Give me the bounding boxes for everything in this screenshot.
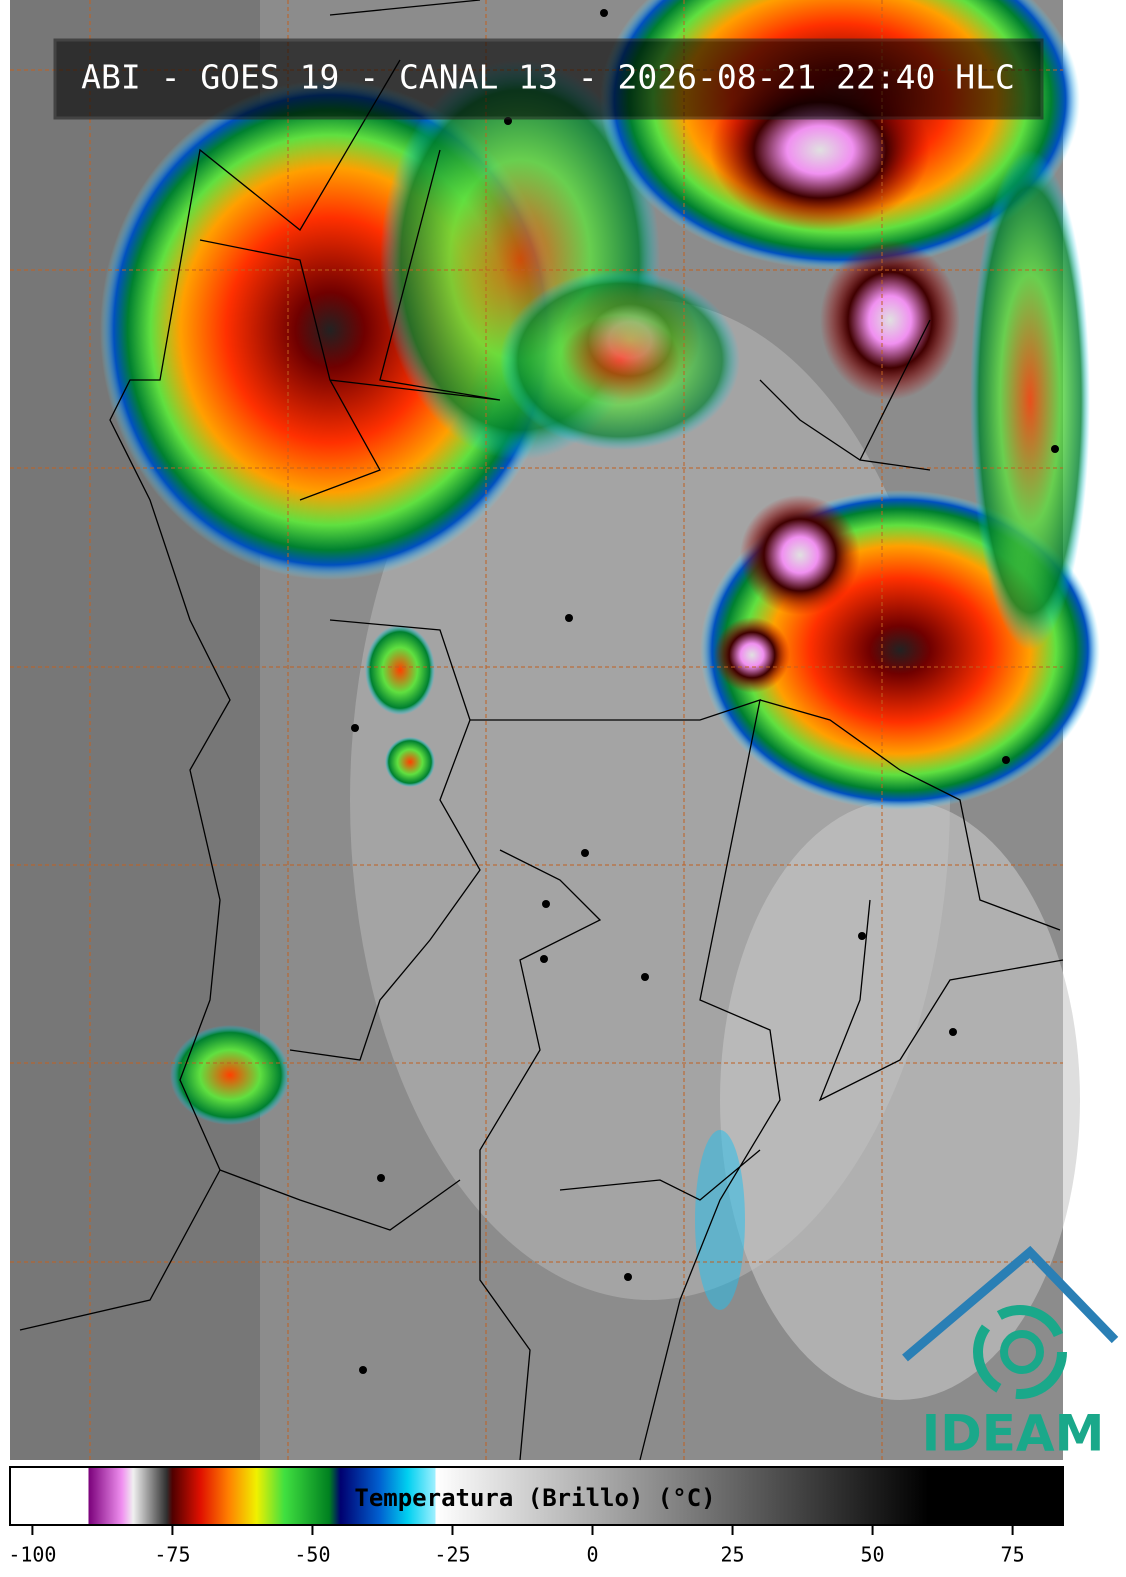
colorbar-bar — [9, 1466, 1064, 1526]
tick-label: 75 — [1001, 1543, 1025, 1567]
satellite-image — [10, 0, 1100, 1460]
cities — [351, 9, 1059, 1374]
tick-label: -25 — [434, 1543, 470, 1567]
colorbar: Temperatura (Brillo) (°C) -100 -75 -50 -25 0 2… — [8, 1466, 1064, 1567]
logo-text: IDEAM — [922, 1405, 1105, 1463]
colorbar-label: Temperatura (Brillo) (°C) — [354, 1484, 715, 1512]
tick-label: -50 — [294, 1543, 330, 1567]
title: ABI - GOES 19 - CANAL 13 - 2026-08-21 22… — [81, 58, 1015, 97]
tick-label: 25 — [720, 1543, 744, 1567]
borders — [19, 0, 1064, 1461]
tick-label: 0 — [586, 1543, 598, 1567]
tick-label: -75 — [154, 1543, 190, 1567]
title-box — [53, 38, 1044, 120]
tick-label: -100 — [8, 1543, 56, 1567]
tick-label: 50 — [861, 1543, 885, 1567]
logo: IDEAM — [902, 1245, 1119, 1463]
